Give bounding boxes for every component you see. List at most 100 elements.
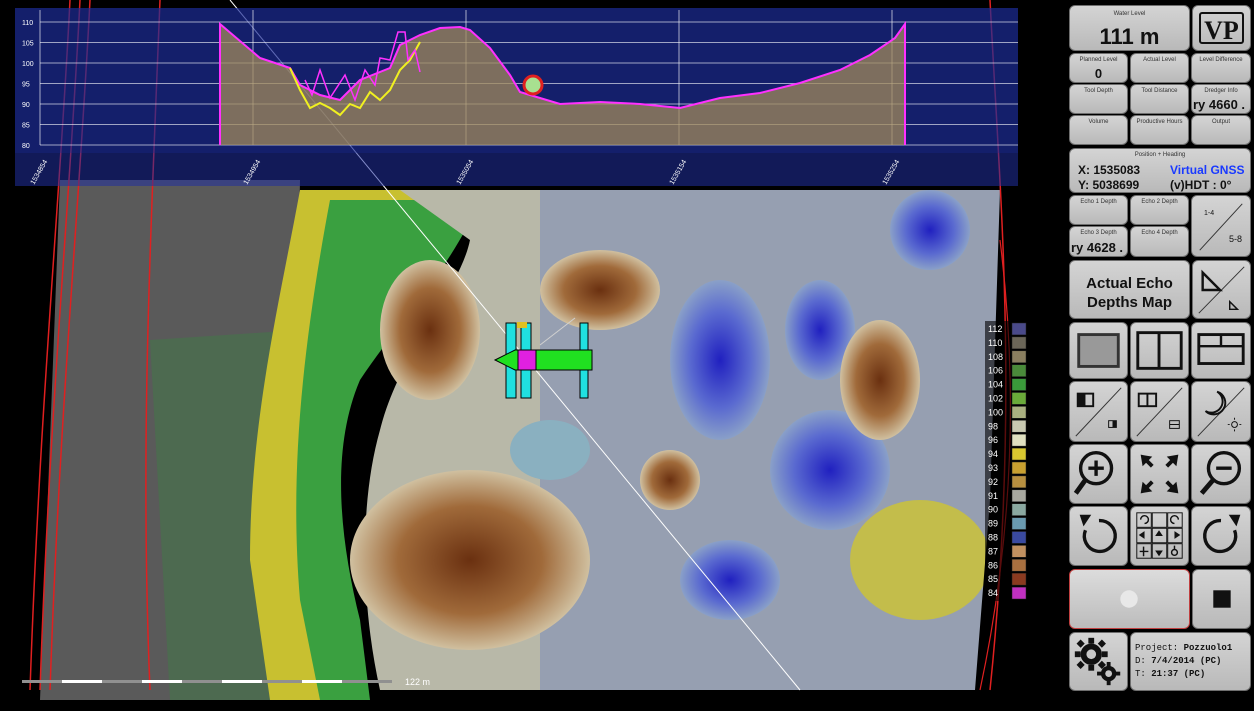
moon-sun-icon (1197, 387, 1245, 437)
legend-value: 84 (988, 588, 998, 598)
rotate-left-button[interactable] (1069, 506, 1128, 566)
tool-depth-tile: Tool Depth (1069, 84, 1128, 114)
legend-swatch (1011, 503, 1027, 516)
position-heading-label: Position + Heading (1134, 152, 1186, 158)
dredger-info-tile: Dredger Info ry 4660 . (1191, 84, 1251, 114)
triangle-toggle-button[interactable] (1192, 260, 1251, 319)
zoom-in-button[interactable] (1069, 444, 1128, 504)
map-deep-zone-3 (890, 190, 970, 270)
depth-map-canvas[interactable]: 112 110 108 106 104 102 100 98 96 94 93 92 91 90 89 88 8… (0, 0, 1064, 706)
echo-page-bottom-label: 5-8 (1228, 234, 1242, 244)
date-line: D: 7/4/2014 (PC) (1135, 656, 1221, 666)
legend-swatch (1011, 559, 1027, 572)
zoom-out-button[interactable] (1191, 444, 1251, 504)
dredger-info-value: ry 4660 . (1193, 97, 1246, 112)
dredger-info-label: Dredger Info (1204, 88, 1238, 94)
dredger-vessel[interactable] (493, 317, 593, 399)
zoom-out-icon (1199, 451, 1242, 495)
map-shallow-zone-2 (380, 260, 480, 400)
profile-actual-line (219, 20, 906, 145)
profile-noise-line (304, 31, 421, 103)
time-value: 21:37 (PC) (1151, 669, 1206, 679)
project-line: Project: Pozzuolo1 (1135, 643, 1232, 653)
profile-y-axis: 110 105 100 95 90 85 80 (22, 20, 34, 150)
rotate-right-button[interactable] (1191, 506, 1251, 566)
project-value: Pozzuolo1 (1183, 643, 1233, 653)
layout-vertical-split-button[interactable] (1130, 322, 1189, 379)
map-mode-button[interactable]: Actual Echo Depths Map (1069, 260, 1190, 319)
scale-bar-label: 122 m (405, 677, 430, 687)
map-deep-zone-4 (785, 280, 855, 380)
legend-value: 88 (988, 533, 998, 543)
legend-swatch (1011, 364, 1027, 377)
record-button[interactable] (1069, 569, 1190, 629)
productive-hours-tile: Productive Hours (1130, 115, 1189, 145)
legend-value: 92 (988, 477, 998, 487)
pane-size-left-button[interactable] (1069, 381, 1128, 442)
water-level-tile: Water Level 111 m (1069, 5, 1190, 51)
echo3-label: Echo 3 Depth (1080, 230, 1117, 236)
water-level-label: Water Level (1113, 11, 1146, 17)
legend-value: 104 (988, 380, 1003, 390)
project-label: Project: (1135, 643, 1179, 653)
layout-horizontal-split-button[interactable] (1191, 322, 1251, 379)
day-night-toggle-button[interactable] (1191, 381, 1251, 442)
control-panel: Water Level 111 m VP Planned Level 0 Act… (1064, 0, 1254, 706)
legend-swatch (1011, 461, 1027, 475)
expand-arrows-icon (1140, 454, 1179, 494)
echo-page-toggle-button[interactable]: 1-4 5-8 (1191, 195, 1251, 257)
stop-button[interactable] (1192, 569, 1251, 629)
legend-swatch (1011, 489, 1027, 502)
pane-size-split-button[interactable] (1130, 381, 1189, 442)
map-region-green-bank (296, 200, 480, 700)
legend-swatch (1011, 586, 1027, 600)
stop-icon (1213, 590, 1231, 608)
gears-icon (1074, 637, 1121, 686)
triangle-size-icon (1198, 266, 1245, 314)
legend-swatch (1011, 336, 1027, 350)
zoom-extents-button[interactable] (1130, 444, 1189, 504)
legend-swatch (1011, 572, 1027, 586)
depth-legend: 112 110 108 106 104 102 100 98 96 94 93 92 91 90 89 88 8… (985, 321, 1035, 601)
legend-value: 94 (988, 449, 998, 459)
single-pane-icon (1077, 333, 1120, 368)
legend-value: 112 (988, 324, 1002, 334)
profile-fill (220, 24, 905, 145)
legend-swatch (1011, 531, 1027, 544)
pan-rotate-controls[interactable] (1130, 506, 1189, 566)
echo4-tile: Echo 4 Depth (1130, 226, 1189, 257)
legend-value: 90 (988, 505, 998, 515)
legend-swatch (1011, 392, 1027, 405)
legend-value: 89 (988, 519, 998, 529)
rotate-ccw-icon (1079, 514, 1117, 554)
layout-single-button[interactable] (1069, 322, 1128, 379)
legend-value: 96 (988, 435, 998, 445)
planned-level-value: 0 (1094, 66, 1103, 81)
date-label: D: (1135, 656, 1146, 666)
map-mode-line2: Depths Map (1086, 294, 1172, 311)
legend-swatch (1011, 475, 1027, 489)
legend-value: 100 (988, 407, 1003, 417)
pane-size-left-icon (1075, 387, 1122, 437)
map-deep-zone-1 (670, 280, 770, 440)
pan-arrows-icon (1136, 512, 1183, 559)
legend-swatch (1011, 378, 1027, 391)
map-shallow-zone-5 (640, 450, 700, 510)
tool-depth-label: Tool Depth (1084, 88, 1113, 94)
map-mode-line1: Actual Echo (1086, 275, 1173, 292)
legend-value: 86 (988, 560, 998, 570)
map-shallow-zone-4 (840, 320, 920, 440)
profile-y-tick: 85 (22, 123, 30, 130)
project-status-tile: Project: Pozzuolo1 D: 7/4/2014 (PC) T: 2… (1130, 632, 1251, 691)
volume-label: Volume (1088, 119, 1109, 125)
echo1-label: Echo 1 Depth (1080, 199, 1117, 205)
map-shallow-zone-3 (540, 250, 660, 330)
split-diagonal-icon (1199, 203, 1243, 251)
output-tile: Output (1191, 115, 1251, 145)
profile-y-tick: 90 (22, 102, 30, 109)
settings-button[interactable] (1069, 632, 1128, 691)
planned-level-label: Planned Level (1079, 57, 1118, 63)
zoom-in-icon (1073, 451, 1114, 495)
profile-y-tick: 100 (22, 61, 34, 68)
map-view[interactable]: 112 110 108 106 104 102 100 98 96 94 93 92 91 90 89 88 8… (0, 0, 1064, 706)
